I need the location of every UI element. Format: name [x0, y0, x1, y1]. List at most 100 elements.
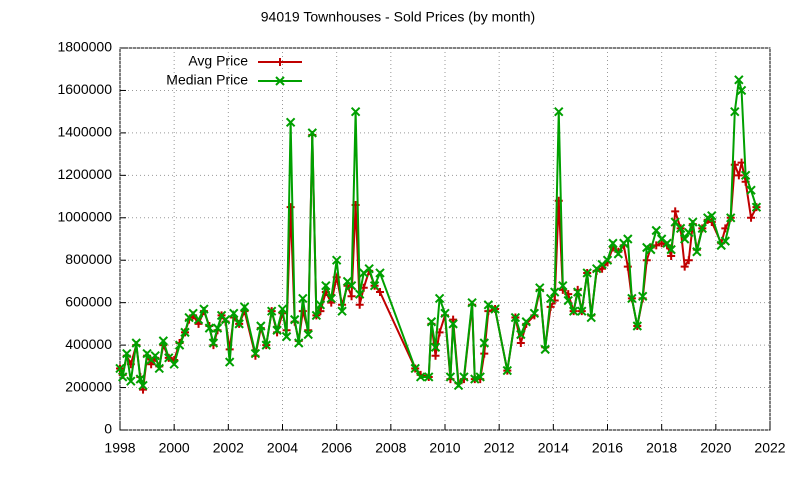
point-marker [573, 287, 583, 297]
point-marker [376, 288, 384, 297]
series-line [119, 79, 758, 390]
legend-marker [276, 58, 284, 66]
point-marker [746, 185, 756, 195]
point-marker [169, 359, 179, 369]
point-marker [138, 380, 148, 391]
point-marker [364, 264, 374, 274]
point-marker [521, 317, 531, 327]
x-tick-label: 2012 [484, 440, 515, 456]
x-tick-label: 2022 [754, 440, 785, 456]
point-marker [266, 306, 277, 316]
x-tick-label: 2004 [267, 440, 298, 456]
point-marker [510, 312, 521, 323]
point-marker [355, 300, 364, 309]
x-tick-label: 2008 [375, 440, 406, 456]
y-tick-label: 600000 [65, 293, 112, 309]
point-marker [208, 338, 219, 348]
point-marker [627, 293, 637, 304]
point-marker [475, 372, 485, 382]
point-marker [122, 348, 132, 359]
point-marker [180, 327, 190, 338]
point-marker [558, 280, 568, 291]
legend-label: Avg Price [188, 53, 248, 69]
point-marker [720, 236, 731, 246]
point-marker [684, 256, 693, 265]
point-marker [431, 351, 440, 360]
point-marker [502, 365, 512, 376]
y-tick-label: 0 [104, 421, 112, 437]
point-marker [326, 293, 336, 304]
point-marker [638, 291, 648, 302]
point-marker [490, 304, 500, 314]
point-marker [158, 336, 169, 346]
point-marker [692, 247, 702, 257]
point-marker [483, 300, 494, 310]
series-line [119, 134, 758, 390]
point-marker [549, 287, 560, 297]
point-marker [174, 340, 185, 350]
point-marker [194, 319, 203, 328]
point-marker [118, 372, 128, 382]
y-tick-label: 1000000 [57, 208, 112, 224]
y-tick-label: 1400000 [57, 124, 112, 140]
point-marker [440, 308, 450, 318]
point-marker [331, 255, 342, 265]
point-marker [577, 306, 587, 316]
point-marker [369, 280, 380, 291]
x-tick-label: 2002 [213, 440, 244, 456]
point-marker [354, 289, 365, 299]
point-marker [126, 376, 136, 386]
x-tick-label: 2014 [538, 440, 569, 456]
point-marker [199, 304, 209, 314]
point-marker [666, 244, 676, 255]
point-marker [470, 374, 480, 384]
point-marker [740, 170, 751, 181]
point-marker [516, 338, 525, 347]
point-marker [582, 268, 592, 278]
point-marker [289, 314, 300, 325]
point-marker [426, 317, 437, 327]
point-marker [467, 297, 477, 308]
y-tick-label: 1200000 [57, 166, 112, 182]
point-marker [415, 372, 426, 382]
point-marker [675, 223, 686, 234]
x-tick-label: 2020 [700, 440, 731, 456]
point-marker [150, 351, 160, 361]
point-marker [347, 292, 356, 301]
point-marker [410, 363, 420, 374]
x-tick-label: 2000 [159, 440, 190, 456]
point-marker [608, 238, 618, 248]
point-marker [598, 264, 607, 273]
point-marker [736, 85, 747, 96]
point-marker [234, 319, 244, 329]
x-tick-label: 2018 [646, 440, 677, 456]
point-marker [239, 302, 250, 312]
point-marker [479, 338, 489, 348]
point-marker [449, 315, 458, 324]
point-marker [751, 202, 762, 212]
point-marker [667, 251, 676, 260]
point-marker [747, 213, 756, 222]
point-marker [688, 217, 698, 227]
point-marker [229, 308, 239, 318]
x-tick-label: 2016 [592, 440, 623, 456]
point-marker [135, 374, 146, 384]
point-marker [529, 308, 540, 318]
point-marker [131, 338, 141, 348]
point-marker [337, 306, 347, 316]
point-marker [602, 255, 613, 265]
point-marker [294, 338, 304, 348]
y-tick-label: 1600000 [57, 81, 112, 97]
point-marker [298, 293, 308, 304]
point-marker [680, 262, 689, 271]
point-marker [459, 372, 469, 382]
point-marker [311, 310, 322, 321]
point-marker [256, 321, 266, 331]
point-marker [554, 106, 564, 117]
point-marker [434, 293, 445, 304]
point-marker [430, 342, 441, 352]
legend-marker [275, 76, 285, 86]
y-tick-label: 800000 [65, 251, 112, 267]
point-marker [281, 331, 292, 342]
